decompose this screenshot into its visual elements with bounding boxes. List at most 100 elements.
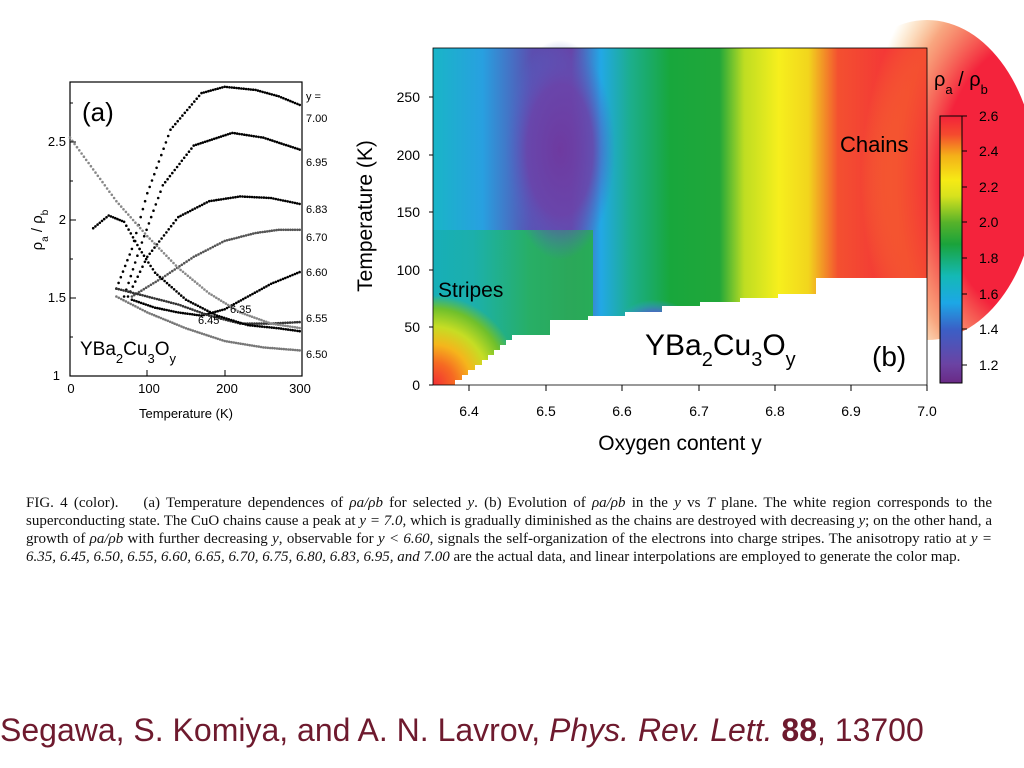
data-point-y695 (127, 281, 130, 285)
data-point-y683 (288, 200, 292, 204)
data-point-y655 (148, 295, 151, 299)
data-point-y683 (217, 198, 220, 201)
data-point-y645 (291, 328, 295, 332)
data-point-y655 (253, 322, 256, 325)
data-point-y650 (138, 307, 142, 311)
data-point-y700 (218, 86, 222, 90)
data-point-y695 (298, 148, 302, 151)
citation-volume: 88 (781, 712, 817, 748)
data-point-y650 (296, 348, 299, 352)
data-point-y683 (265, 196, 268, 200)
data-point-y645 (222, 316, 226, 320)
data-point-y670 (261, 230, 264, 234)
data-point-y645 (172, 288, 176, 291)
data-point-y683 (229, 196, 232, 200)
data-point-y700 (204, 90, 208, 94)
data-point-y700 (296, 102, 299, 106)
data-point-y655 (288, 321, 292, 324)
data-point-y695 (262, 136, 265, 139)
data-point-y670 (147, 285, 150, 288)
data-point-y650 (182, 326, 185, 329)
data-point-y635 (122, 208, 125, 211)
citation-pages: , 13700 (817, 712, 924, 748)
data-point-y635 (91, 168, 95, 171)
data-point-y695 (168, 174, 172, 178)
data-point-y700 (209, 89, 212, 92)
b-ytick-150: 150 (397, 204, 421, 220)
data-point-y700 (254, 88, 257, 92)
data-point-y645 (194, 303, 197, 306)
data-point-y645 (227, 318, 231, 321)
data-point-y700 (190, 103, 194, 106)
data-point-y695 (252, 134, 256, 138)
colorbar (939, 115, 963, 384)
data-point-y683 (141, 265, 144, 269)
data-point-y650 (298, 349, 302, 352)
data-point-y700 (247, 87, 250, 91)
data-point-y635 (255, 317, 259, 320)
caption-lead: FIG. 4 (color). (26, 495, 119, 511)
caption-text: with further decreasing (123, 531, 273, 547)
data-point-y635 (217, 297, 220, 301)
data-point-y700 (214, 88, 217, 91)
data-point-y660 (223, 308, 226, 311)
data-point-y655 (265, 322, 268, 325)
data-point-y645 (218, 315, 221, 318)
data-point-y670 (228, 238, 231, 241)
data-point-y670 (293, 228, 297, 232)
data-point-y683 (284, 199, 287, 203)
data-point-y635 (141, 229, 144, 233)
data-point-y645 (215, 314, 219, 317)
data-point-y700 (164, 141, 168, 144)
data-point-y700 (181, 114, 184, 117)
data-point-y683 (174, 218, 178, 222)
data-point-y683 (136, 275, 139, 279)
data-point-y635 (143, 232, 147, 235)
data-point-y655 (160, 298, 163, 302)
data-point-y683 (246, 195, 249, 199)
data-point-y695 (180, 159, 184, 163)
panel-a-data-points (68, 85, 302, 352)
data-point-y695 (210, 138, 214, 141)
panel-b-frame (432, 47, 928, 386)
data-point-y650 (129, 302, 132, 306)
data-point-y660 (262, 286, 266, 289)
data-point-y660 (265, 285, 268, 288)
data-point-y635 (191, 278, 194, 282)
a-curve-label-655: 6.55 (306, 313, 327, 325)
data-point-y650 (191, 329, 195, 332)
data-point-y645 (102, 217, 106, 221)
data-point-y695 (215, 136, 218, 140)
data-point-y695 (296, 147, 299, 151)
data-point-y645 (244, 323, 247, 326)
cb-tick-14: 1.4 (979, 321, 999, 337)
data-point-y660 (195, 313, 199, 317)
data-point-y645 (170, 285, 173, 289)
caption-text: , signals the self-organization of the e… (429, 531, 971, 547)
caption-math: y = 6.35, 6.45, 6.50, 6.55, 6.60, 6.65, … (26, 531, 992, 565)
data-point-y670 (223, 239, 226, 243)
data-point-y650 (180, 325, 183, 328)
data-point-y655 (184, 305, 187, 309)
data-point-y670 (242, 234, 245, 238)
data-point-y655 (136, 292, 140, 296)
data-point-y670 (291, 228, 295, 232)
data-point-y650 (198, 331, 201, 335)
data-point-y650 (293, 348, 297, 352)
a-panel-label: (a) (82, 97, 114, 127)
data-point-y650 (143, 309, 147, 313)
data-point-y683 (143, 260, 147, 264)
data-point-y683 (226, 197, 230, 200)
data-point-y700 (240, 87, 243, 90)
b-ylabel: Temperature (K) (354, 140, 377, 292)
data-point-y635 (78, 149, 81, 152)
data-point-y700 (286, 98, 290, 102)
data-point-y670 (163, 274, 167, 278)
cb-tick-18: 1.8 (979, 250, 999, 266)
data-point-y650 (175, 323, 179, 326)
data-point-y660 (216, 309, 219, 313)
data-point-y650 (214, 336, 217, 340)
caption-text: , which is gradually diminished as the c… (402, 513, 859, 529)
data-point-y645 (282, 327, 285, 331)
data-point-y645 (142, 254, 146, 257)
